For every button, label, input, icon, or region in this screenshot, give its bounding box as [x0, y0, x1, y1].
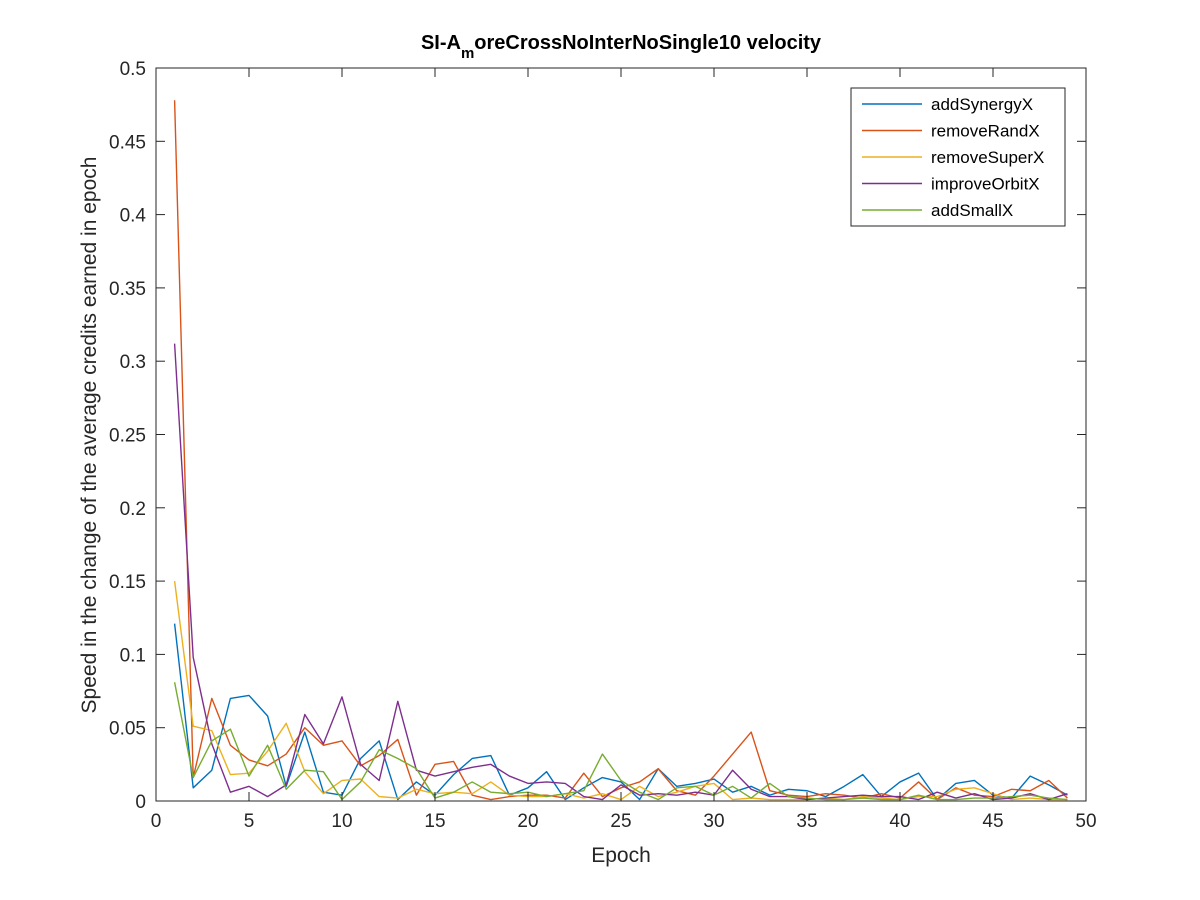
- x-tick-label: 45: [982, 811, 1003, 832]
- x-tick-label: 40: [889, 811, 910, 832]
- y-tick-label: 0.35: [109, 279, 146, 300]
- legend-label-addSmallX: addSmallX: [931, 201, 1013, 220]
- y-tick-label: 0.25: [109, 426, 146, 447]
- series-line-addSynergyX: [173, 623, 1068, 801]
- x-tick-label: 5: [244, 811, 255, 832]
- y-tick-label: 0.2: [120, 499, 146, 520]
- legend: addSynergyX removeRandX removeSuperX improv…: [850, 87, 1066, 227]
- x-axis-label: Epoch: [591, 844, 651, 867]
- series-line-removeRandX: [173, 100, 1068, 801]
- y-tick-label: 0: [135, 792, 146, 813]
- x-tick-label: 50: [1075, 811, 1096, 832]
- x-tick-label: 25: [610, 811, 631, 832]
- legend-label-improveOrbitX: improveOrbitX: [931, 175, 1040, 194]
- legend-label-removeRandX: removeRandX: [931, 122, 1040, 141]
- x-axis: 0 5 10 15 20 25 30 35 40 45 50: [151, 68, 1097, 832]
- chart-title-subscript: m: [461, 45, 474, 62]
- chart-title: SI-AmoreCrossNoInterNoSingle10 velocity: [421, 32, 822, 62]
- series-line-addSmallX: [173, 682, 1068, 801]
- x-tick-label: 10: [331, 811, 352, 832]
- chart-title-rest: oreCrossNoInterNoSingle10 velocity: [474, 32, 822, 54]
- x-tick-label: 30: [703, 811, 724, 832]
- x-tick-label: 35: [796, 811, 817, 832]
- x-tick-label: 15: [424, 811, 445, 832]
- y-tick-label: 0.5: [120, 59, 146, 80]
- x-tick-label: 0: [151, 811, 162, 832]
- legend-label-addSynergyX: addSynergyX: [931, 95, 1033, 114]
- y-tick-label: 0.45: [109, 132, 146, 153]
- series-line-improveOrbitX: [173, 343, 1068, 801]
- y-axis-label: Speed in the change of the average credi…: [78, 157, 101, 714]
- y-tick-label: 0.15: [109, 572, 146, 593]
- y-tick-label: 0.1: [120, 645, 146, 666]
- y-tick-label: 0.3: [120, 352, 146, 373]
- chart-title-main: SI-A: [421, 32, 461, 54]
- y-tick-label: 0.4: [120, 206, 147, 227]
- x-tick-label: 20: [517, 811, 538, 832]
- legend-label-removeSuperX: removeSuperX: [931, 148, 1044, 167]
- y-tick-label: 0.05: [109, 719, 146, 740]
- y-axis: 0 0.05 0.1 0.15 0.2 0.25 0.3 0.35 0.4 0.45 0.5: [109, 59, 1086, 813]
